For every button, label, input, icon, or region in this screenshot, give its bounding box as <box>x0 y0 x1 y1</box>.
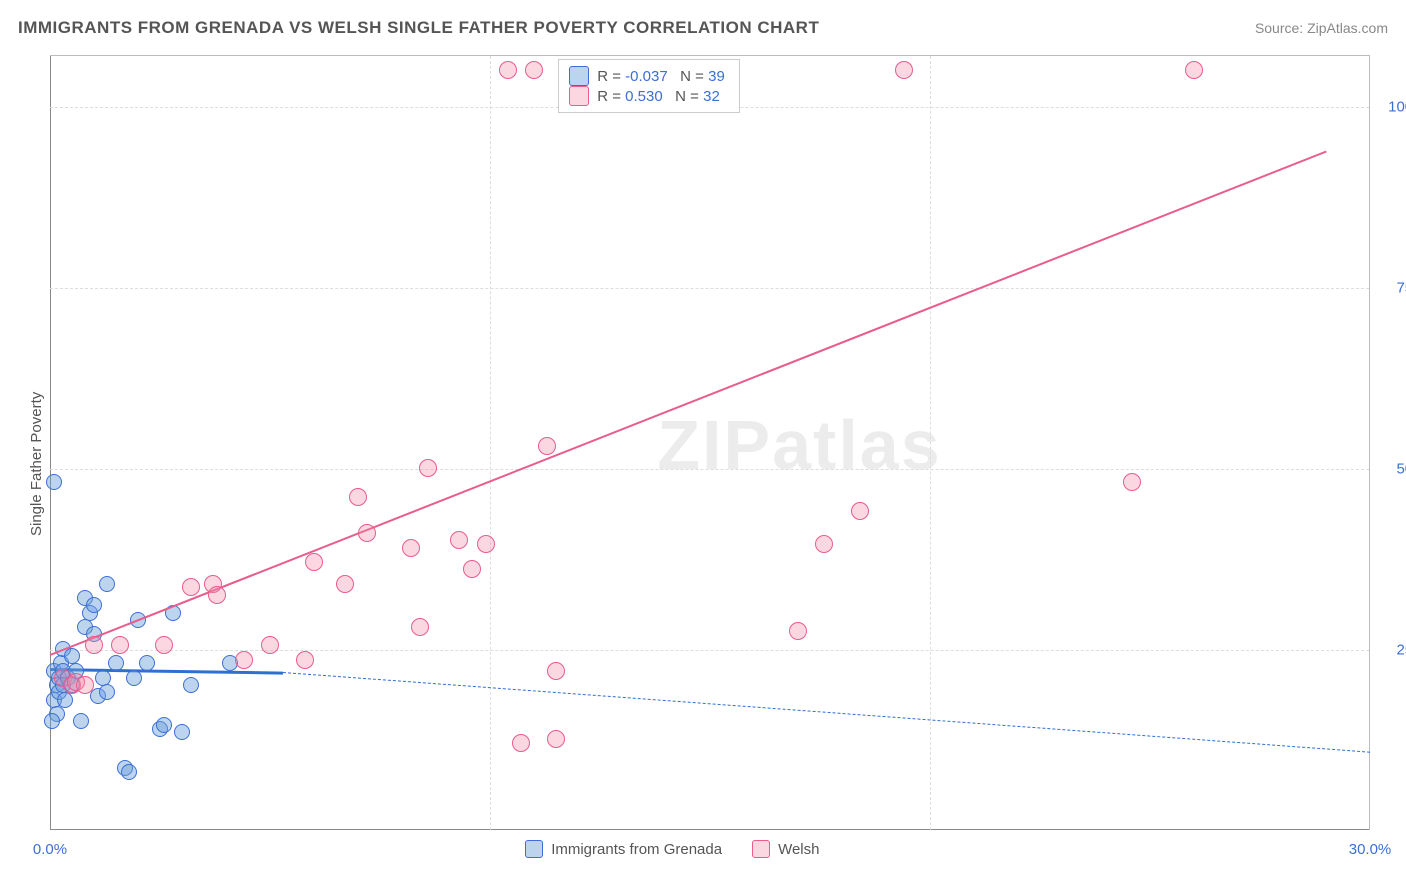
legend-stats: R = 0.530 N = 32 <box>597 88 720 105</box>
data-point <box>182 578 200 596</box>
data-point <box>139 655 155 671</box>
y-tick-label: 50.0% <box>1379 460 1406 477</box>
data-point <box>419 459 437 477</box>
data-point <box>358 524 376 542</box>
legend-item: Immigrants from Grenada <box>525 840 722 858</box>
data-point <box>76 676 94 694</box>
data-point <box>305 553 323 571</box>
data-point <box>547 662 565 680</box>
data-point <box>126 670 142 686</box>
trend-line <box>50 150 1327 655</box>
data-point <box>411 618 429 636</box>
gridline-horizontal <box>50 288 1369 289</box>
legend-stats: R = -0.037 N = 39 <box>597 68 725 85</box>
x-axis-line <box>50 829 1369 830</box>
series-legend: Immigrants from Grenada Welsh <box>525 840 819 858</box>
chart-title: IMMIGRANTS FROM GRENADA VS WELSH SINGLE … <box>18 18 819 38</box>
legend-row: R = -0.037 N = 39 <box>569 66 725 86</box>
data-point <box>121 764 137 780</box>
data-point <box>789 622 807 640</box>
data-point <box>296 651 314 669</box>
data-point <box>174 724 190 740</box>
data-point <box>402 539 420 557</box>
data-point <box>547 730 565 748</box>
data-point <box>499 61 517 79</box>
data-point <box>235 651 253 669</box>
data-point <box>1123 473 1141 491</box>
data-point <box>463 560 481 578</box>
y-tick-label: 25.0% <box>1379 641 1406 658</box>
correlation-legend: R = -0.037 N = 39 R = 0.530 N = 32 <box>558 59 740 113</box>
title-bar: IMMIGRANTS FROM GRENADA VS WELSH SINGLE … <box>18 18 1388 38</box>
scatter-plot-area: ZIPatlas 25.0%50.0%75.0%100.0%0.0%30.0% <box>50 55 1370 830</box>
legend-label: Immigrants from Grenada <box>551 841 722 858</box>
data-point <box>155 636 173 654</box>
legend-swatch <box>752 840 770 858</box>
data-point <box>851 502 869 520</box>
legend-swatch <box>569 66 589 86</box>
y-tick-label: 75.0% <box>1379 279 1406 296</box>
y-axis-title: Single Father Poverty <box>28 391 45 535</box>
gridline-vertical <box>930 56 931 830</box>
watermark-text: ZIPatlas <box>657 405 941 485</box>
data-point <box>525 61 543 79</box>
gridline-horizontal <box>50 469 1369 470</box>
data-point <box>44 713 60 729</box>
source-name: ZipAtlas.com <box>1307 20 1388 36</box>
data-point <box>73 713 89 729</box>
data-point <box>156 717 172 733</box>
data-point <box>208 586 226 604</box>
data-point <box>477 535 495 553</box>
data-point <box>815 535 833 553</box>
legend-row: R = 0.530 N = 32 <box>569 86 725 106</box>
legend-label: Welsh <box>778 841 819 858</box>
trend-line <box>50 668 283 675</box>
gridline-horizontal <box>50 650 1369 651</box>
data-point <box>336 575 354 593</box>
legend-item: Welsh <box>752 840 819 858</box>
data-point <box>85 636 103 654</box>
data-point <box>46 474 62 490</box>
legend-swatch <box>569 86 589 106</box>
data-point <box>895 61 913 79</box>
data-point <box>183 677 199 693</box>
data-point <box>450 531 468 549</box>
trend-line <box>283 672 1370 753</box>
data-point <box>261 636 279 654</box>
data-point <box>86 597 102 613</box>
data-point <box>111 636 129 654</box>
data-point <box>1185 61 1203 79</box>
gridline-vertical <box>490 56 491 830</box>
data-point <box>512 734 530 752</box>
source-attribution: Source: ZipAtlas.com <box>1255 20 1388 36</box>
data-point <box>108 655 124 671</box>
data-point <box>99 576 115 592</box>
data-point <box>538 437 556 455</box>
x-tick-label: 0.0% <box>33 841 67 858</box>
source-label: Source: <box>1255 20 1307 36</box>
x-tick-label: 30.0% <box>1349 841 1392 858</box>
y-tick-label: 100.0% <box>1379 98 1406 115</box>
data-point <box>99 684 115 700</box>
legend-swatch <box>525 840 543 858</box>
data-point <box>349 488 367 506</box>
